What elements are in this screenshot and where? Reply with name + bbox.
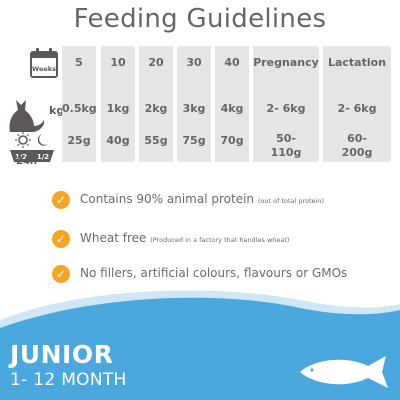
column-food: 70g — [220, 134, 244, 147]
bullet-note: (out of total protein) — [257, 197, 325, 205]
column-weight: 1kg — [106, 102, 130, 115]
column-header: 5 — [75, 56, 83, 69]
column-food: 50- 110g — [253, 132, 319, 160]
banner-title: JUNIOR — [10, 340, 114, 369]
period-label: 24h — [16, 156, 38, 167]
bowl-half-right: 1/2 — [37, 153, 49, 161]
column-food: 75g — [182, 134, 206, 147]
column-food-line1: 60- — [347, 132, 367, 145]
column-30-weeks: 30 3kg 75g — [177, 46, 211, 162]
weight-unit-label: kg — [49, 104, 65, 117]
column-20-weeks: 20 2kg 55g — [139, 46, 173, 162]
column-food: 25g — [67, 134, 91, 147]
cat-icon — [9, 100, 45, 132]
column-food-line2: 110g — [270, 146, 302, 159]
column-weight: 3kg — [182, 102, 206, 115]
column-header: 10 — [110, 56, 126, 69]
row-icons: Weeks kg 1/2 1/2 24h — [4, 44, 64, 167]
page-title: Feeding Guidelines — [73, 4, 327, 34]
bullet-text: No fillers, artificial colours, flavours… — [80, 266, 348, 280]
fish-icon — [300, 356, 388, 388]
column-10-weeks: 10 1kg 40g — [101, 46, 135, 162]
column-lactation: Lactation 2- 6kg 60- 200g — [323, 46, 391, 162]
check-icon: ✓ — [52, 265, 70, 283]
column-food-line1: 50- — [276, 132, 296, 145]
check-icon: ✓ — [52, 191, 70, 209]
column-header: 40 — [224, 56, 240, 69]
column-5-weeks: 5 0.5kg 25g — [62, 46, 97, 162]
column-header: 30 — [186, 56, 202, 69]
check-icon: ✓ — [52, 230, 70, 248]
column-weight: 2kg — [144, 102, 168, 115]
column-weight: 4kg — [220, 102, 244, 115]
column-pregnancy: Pregnancy 2- 6kg 50- 110g — [253, 46, 319, 162]
banner-wave — [0, 290, 400, 400]
column-weight: 2- 6kg — [266, 102, 306, 115]
banner-subtitle: 1- 12 MONTH — [10, 370, 127, 390]
day-night-bowl-icon: 1/2 1/2 — [10, 132, 54, 162]
bullet-text: Wheat free — [80, 231, 147, 245]
calendar-label: Weeks — [32, 65, 56, 73]
column-header: Lactation — [327, 56, 387, 69]
calendar-icon: Weeks — [30, 48, 58, 78]
column-header: 20 — [148, 56, 164, 69]
column-40-weeks: 40 4kg 70g — [215, 46, 249, 162]
bowl-half-left: 1/2 — [15, 153, 27, 161]
column-weight: 0.5kg — [62, 102, 97, 115]
bullet-text: Contains 90% animal protein — [80, 192, 255, 206]
column-food-line2: 200g — [341, 146, 373, 159]
column-food: 40g — [106, 134, 130, 147]
column-weight: 2- 6kg — [337, 102, 377, 115]
column-food: 55g — [144, 134, 168, 147]
column-food: 60- 200g — [323, 132, 391, 160]
bullet-note: (Produced in a factory that handles whea… — [150, 236, 290, 244]
column-header: Pregnancy — [253, 56, 319, 69]
